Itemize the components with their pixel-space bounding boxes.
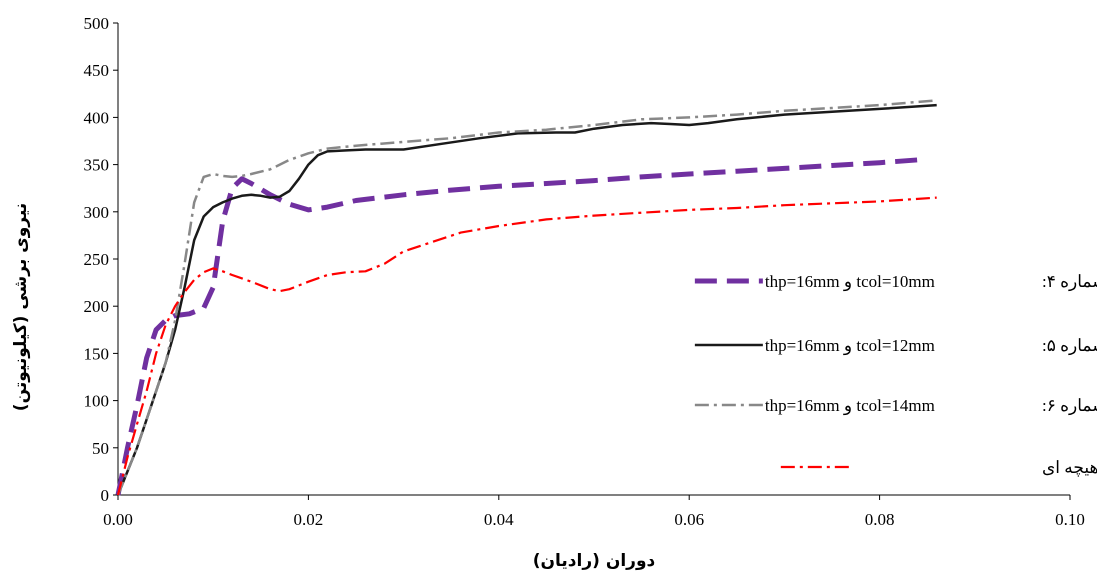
legend-label: مدل شماره ۵: (1042, 336, 1097, 356)
y-axis-title: نیروی برشی (کیلونیوتن) (11, 203, 31, 411)
y-tick-label: 400 (84, 108, 110, 127)
legend-param: thp=16mm و tcol=12mm (765, 336, 935, 356)
legend-param: thp=16mm و tcol=10mm (765, 272, 935, 292)
x-tick-label: 0.06 (674, 510, 704, 529)
y-tick-label: 300 (84, 203, 110, 222)
y-tick-label: 200 (84, 297, 110, 316)
x-tick-label: 0.08 (865, 510, 895, 529)
legend: مدل شماره ۴:thp=16mm و tcol=10mmمدل شمار… (694, 272, 1097, 478)
x-tick-label: 0.10 (1055, 510, 1085, 529)
series-layer (115, 99, 937, 496)
series-line-2 (116, 103, 937, 496)
x-axis-ticks: 0.00 0.02 0.04 0.06 0.08 0.10 (103, 495, 1085, 529)
y-tick-label: 100 (84, 392, 110, 411)
y-tick-label: 350 (84, 156, 110, 175)
legend-item-1: مدل شماره ۴: thp=16mm و tcol=10mm (694, 272, 1097, 292)
series-line-1 (115, 157, 918, 496)
x-tick-label: 0.00 (103, 510, 133, 529)
series-line-4 (116, 196, 937, 496)
legend-item-2: مدل شماره ۵: thp=16mm و tcol=12mm (694, 336, 1097, 356)
y-tick-label: 250 (84, 250, 110, 269)
legend-param: thp=16mm و tcol=14mm (765, 396, 935, 416)
legend-label: مدل شماره ۶: (1042, 396, 1097, 416)
legend-label: اتصال بدون ورق ماهیچه ای (1042, 458, 1097, 478)
series-line-3 (116, 99, 937, 496)
y-axis-ticks: 0 50 100 150 200 250 300 350 400 450 500 (84, 14, 118, 505)
y-tick-label: 0 (101, 486, 110, 505)
y-tick-label: 50 (92, 439, 109, 458)
x-tick-label: 0.02 (294, 510, 324, 529)
legend-item-3: مدل شماره ۶: thp=16mm و tcol=14mm (694, 396, 1097, 416)
legend-item-4: اتصال بدون ورق ماهیچه ای (780, 458, 1097, 478)
legend-label: مدل شماره ۴: (1042, 272, 1097, 292)
y-tick-label: 500 (84, 14, 110, 33)
y-tick-label: 150 (84, 344, 110, 363)
y-tick-label: 450 (84, 61, 110, 80)
x-tick-label: 0.04 (484, 510, 514, 529)
x-axis-title: دوران (رادیان) (533, 551, 656, 571)
